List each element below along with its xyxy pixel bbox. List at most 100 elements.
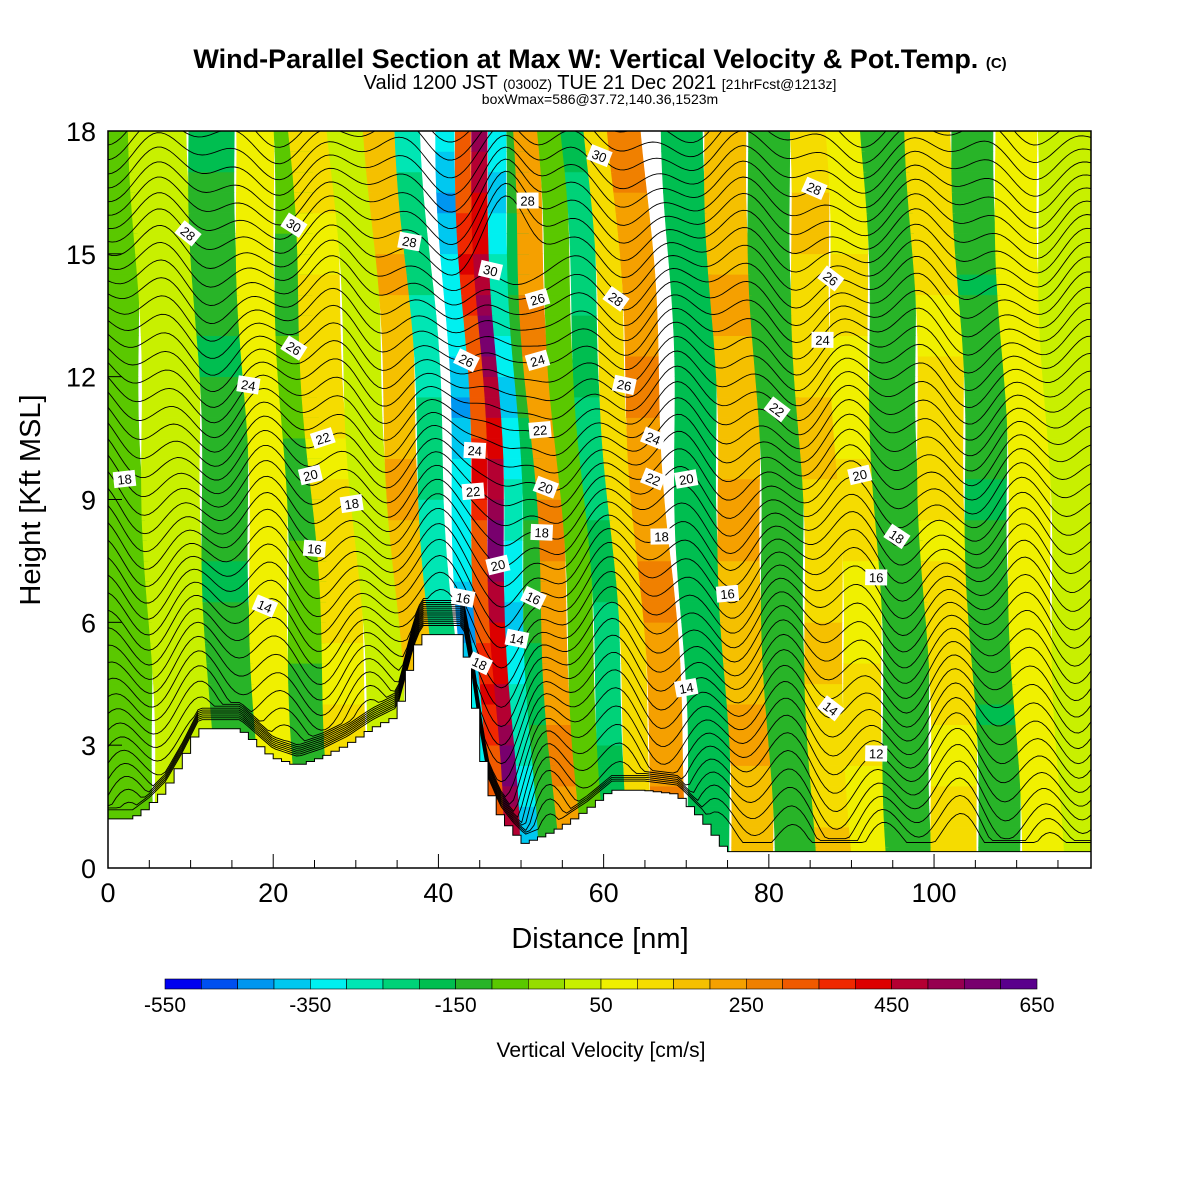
w-band (108, 273, 140, 296)
theta-label: 24 (236, 375, 261, 395)
w-band (135, 253, 196, 275)
colorbar-swatch (237, 978, 275, 990)
w-band (297, 273, 341, 296)
w-band (789, 131, 829, 152)
chart-subtitle: Valid 1200 JST (0300Z) TUE 21 Dec 2021 [… (0, 72, 1200, 95)
w-band (681, 621, 725, 644)
w-band (1045, 417, 1091, 439)
w-band (108, 581, 152, 603)
w-band (930, 703, 978, 726)
w-band (503, 478, 523, 500)
w-band (108, 294, 140, 316)
theta-label-bg (532, 475, 559, 499)
w-band (617, 233, 654, 255)
w-band (536, 131, 565, 152)
w-band (1051, 519, 1091, 541)
subtitle-utc: (0300Z) (502, 76, 553, 92)
w-band (709, 294, 754, 316)
w-band (884, 826, 932, 848)
w-band (770, 765, 814, 787)
w-band (843, 703, 882, 726)
w-band (608, 151, 645, 173)
theta-label-text: 22 (767, 399, 788, 420)
colorbar-label: Vertical Velocity [cm/s] (497, 1039, 706, 1062)
w-band (873, 499, 922, 521)
theta-label-text: 16 (455, 590, 472, 607)
w-band (201, 478, 249, 500)
w-band (141, 417, 201, 439)
w-band (450, 396, 471, 418)
w-band (672, 314, 716, 337)
w-band (718, 437, 761, 459)
theta-label: 22 (461, 482, 485, 501)
w-band (319, 581, 363, 603)
w-band (704, 192, 747, 214)
w-band (790, 151, 830, 173)
w-band (617, 601, 645, 623)
colorbar-tick-label: 650 (1019, 994, 1054, 1017)
theta-label-text: 20 (302, 466, 320, 484)
theta-label: 22 (309, 427, 336, 450)
w-band (1008, 519, 1051, 541)
w-band (717, 540, 760, 562)
w-band (499, 396, 520, 418)
theta-label-text: 12 (869, 746, 884, 761)
x-tick-label: 80 (754, 878, 784, 908)
w-band (879, 581, 928, 603)
w-band (203, 621, 251, 644)
w-band (471, 131, 488, 152)
w-band (765, 703, 809, 726)
axes: 0 20 40 60 80 100 0 3 6 9 12 15 18 (66, 117, 1059, 908)
theta-contour (108, 146, 1091, 213)
theta-label: 14 (817, 695, 845, 722)
w-band (191, 273, 240, 296)
y-axis-label: Height [Kft MSL] (15, 394, 47, 605)
colorbar-swatch (891, 978, 929, 990)
theta-label-text: 20 (489, 556, 507, 574)
w-band (249, 642, 289, 664)
w-band (667, 253, 712, 275)
w-band (766, 724, 811, 746)
w-band (976, 724, 1020, 746)
theta-label: 18 (530, 523, 554, 541)
w-band (833, 437, 874, 459)
w-band (564, 540, 592, 562)
theta-label: 24 (811, 331, 834, 348)
w-band (704, 212, 748, 234)
w-band (958, 294, 1003, 316)
w-band (551, 417, 580, 439)
w-band (342, 335, 382, 357)
w-band (188, 131, 235, 152)
theta-label-bg (817, 695, 845, 722)
w-band (333, 192, 374, 214)
theta-label: 26 (453, 348, 480, 373)
w-band (436, 192, 457, 214)
theta-label-text: 22 (643, 470, 662, 489)
theta-contour (108, 603, 1091, 746)
theta-contour (108, 271, 1091, 327)
w-band (287, 131, 333, 152)
theta-label-bg (339, 494, 364, 514)
w-band (955, 253, 999, 275)
w-band (749, 294, 793, 316)
theta-label-text: 16 (523, 588, 543, 608)
w-band (108, 540, 149, 562)
theta-label: 26 (280, 335, 308, 361)
w-band (236, 273, 275, 296)
theta-label: 14 (504, 628, 530, 649)
w-band (145, 581, 206, 603)
w-band (1038, 273, 1091, 296)
theta-label-text: 16 (869, 570, 884, 585)
w-band (1037, 131, 1091, 152)
w-band (572, 355, 599, 378)
w-band (317, 560, 362, 582)
w-band (1008, 621, 1052, 644)
w-band (978, 765, 1021, 787)
w-band (995, 131, 1038, 152)
theta-label-text: 20 (536, 478, 555, 497)
w-band (1052, 540, 1091, 562)
w-band (517, 253, 544, 275)
w-band (904, 151, 953, 173)
w-band (795, 396, 835, 418)
theta-label-text: 30 (284, 215, 304, 235)
